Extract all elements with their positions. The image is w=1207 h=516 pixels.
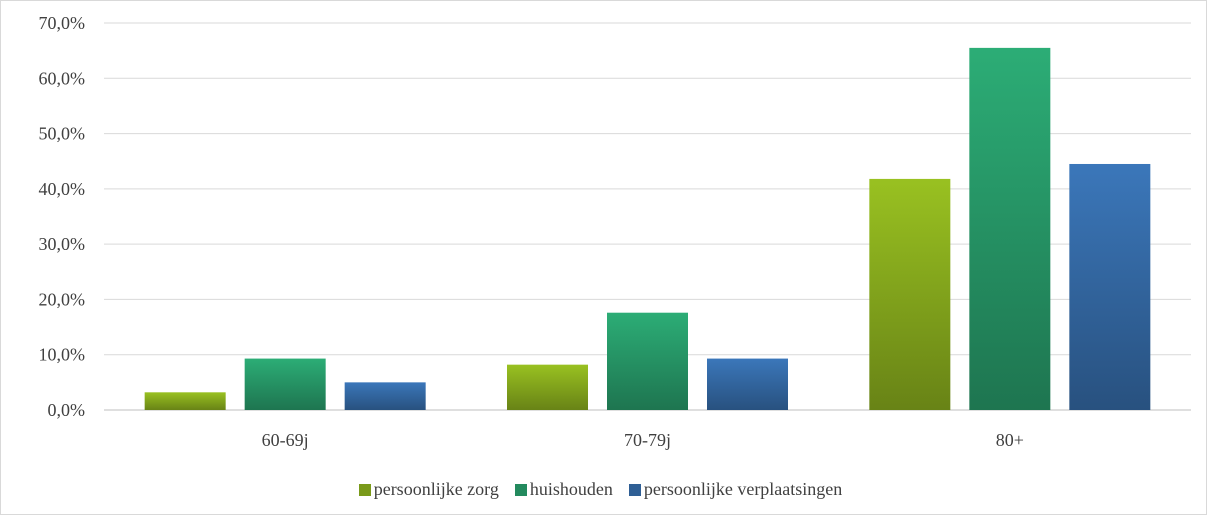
y-tick-label: 0,0% — [48, 400, 86, 420]
x-axis-tick-labels: 60-69j 70-79j 80+ — [262, 430, 1024, 450]
bar — [344, 382, 426, 410]
legend-label: persoonlijke verplaatsingen — [643, 479, 843, 499]
y-tick-label: 10,0% — [39, 345, 86, 365]
x-tick-label: 70-79j — [624, 430, 671, 450]
y-tick-label: 30,0% — [39, 234, 86, 254]
bars — [144, 47, 1151, 410]
legend-item-persoonlijke-verplaatsingen: persoonlijke verplaatsingen — [628, 479, 843, 500]
bar — [969, 47, 1051, 410]
y-axis-tick-labels: 0,0% 10,0% 20,0% 30,0% 40,0% 50,0% 60,0% 70,0% — [39, 13, 86, 420]
bar — [869, 178, 951, 410]
legend-swatch — [514, 483, 527, 496]
bar — [244, 358, 326, 410]
y-tick-label: 50,0% — [39, 124, 86, 144]
bar — [507, 364, 588, 410]
legend-label: huishouden — [529, 479, 613, 499]
bar — [144, 392, 226, 410]
y-tick-label: 70,0% — [39, 13, 86, 33]
legend-swatch — [628, 483, 641, 496]
x-tick-label: 60-69j — [262, 430, 309, 450]
y-tick-label: 20,0% — [39, 289, 86, 309]
legend-item-persoonlijke-zorg: persoonlijke zorg — [358, 479, 499, 500]
legend-label: persoonlijke zorg — [373, 479, 499, 499]
legend-swatch — [358, 483, 371, 496]
x-tick-label: 80+ — [996, 430, 1024, 450]
y-tick-label: 60,0% — [39, 68, 86, 88]
bar — [607, 312, 688, 410]
bar — [707, 358, 788, 410]
bar — [1069, 163, 1151, 410]
y-tick-label: 40,0% — [39, 179, 86, 199]
legend: persoonlijke zorg huishouden persoonlijk… — [1, 479, 1207, 500]
legend-item-huishouden: huishouden — [514, 479, 613, 500]
